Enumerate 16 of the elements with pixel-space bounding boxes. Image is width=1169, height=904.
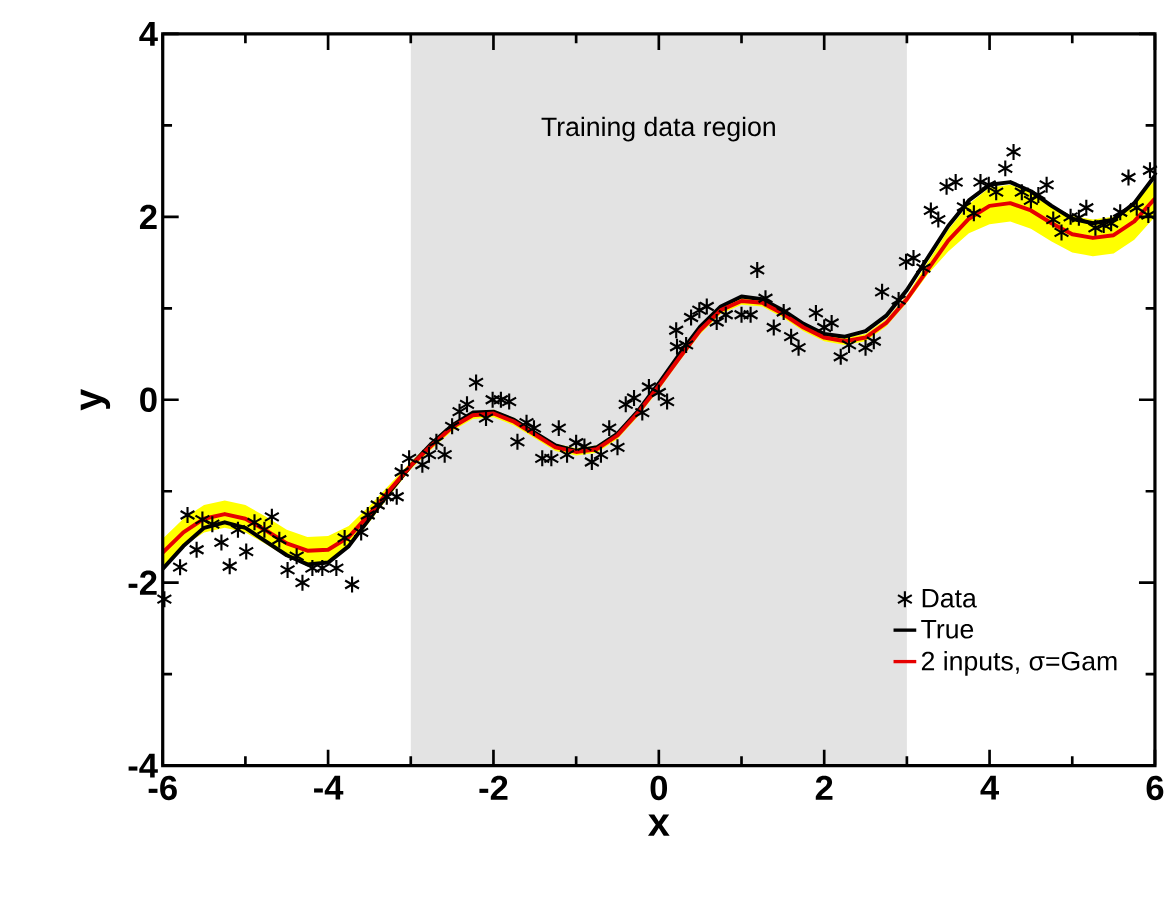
x-tick-label: -2 xyxy=(479,775,508,800)
x-tick-label: 6 xyxy=(1146,775,1164,800)
legend-label: 2 inputs, σ=Gam xyxy=(921,650,1117,676)
x-tick-label: 0 xyxy=(650,775,668,800)
y-tick-label: 2 xyxy=(139,204,157,229)
y-tick-label: -2 xyxy=(128,570,157,595)
x-tick-label: -4 xyxy=(314,775,344,800)
legend-label: True xyxy=(921,619,974,639)
y-tick-label: 0 xyxy=(140,387,157,412)
x-tick-label: 4 xyxy=(980,775,1000,800)
legend-label: Data xyxy=(922,588,977,608)
y-axis-title: y xyxy=(80,388,111,411)
x-axis-title: x xyxy=(648,814,670,836)
x-tick-label: 2 xyxy=(815,775,833,800)
band-label: Training data region xyxy=(541,116,775,142)
y-tick-label: 4 xyxy=(139,21,158,46)
